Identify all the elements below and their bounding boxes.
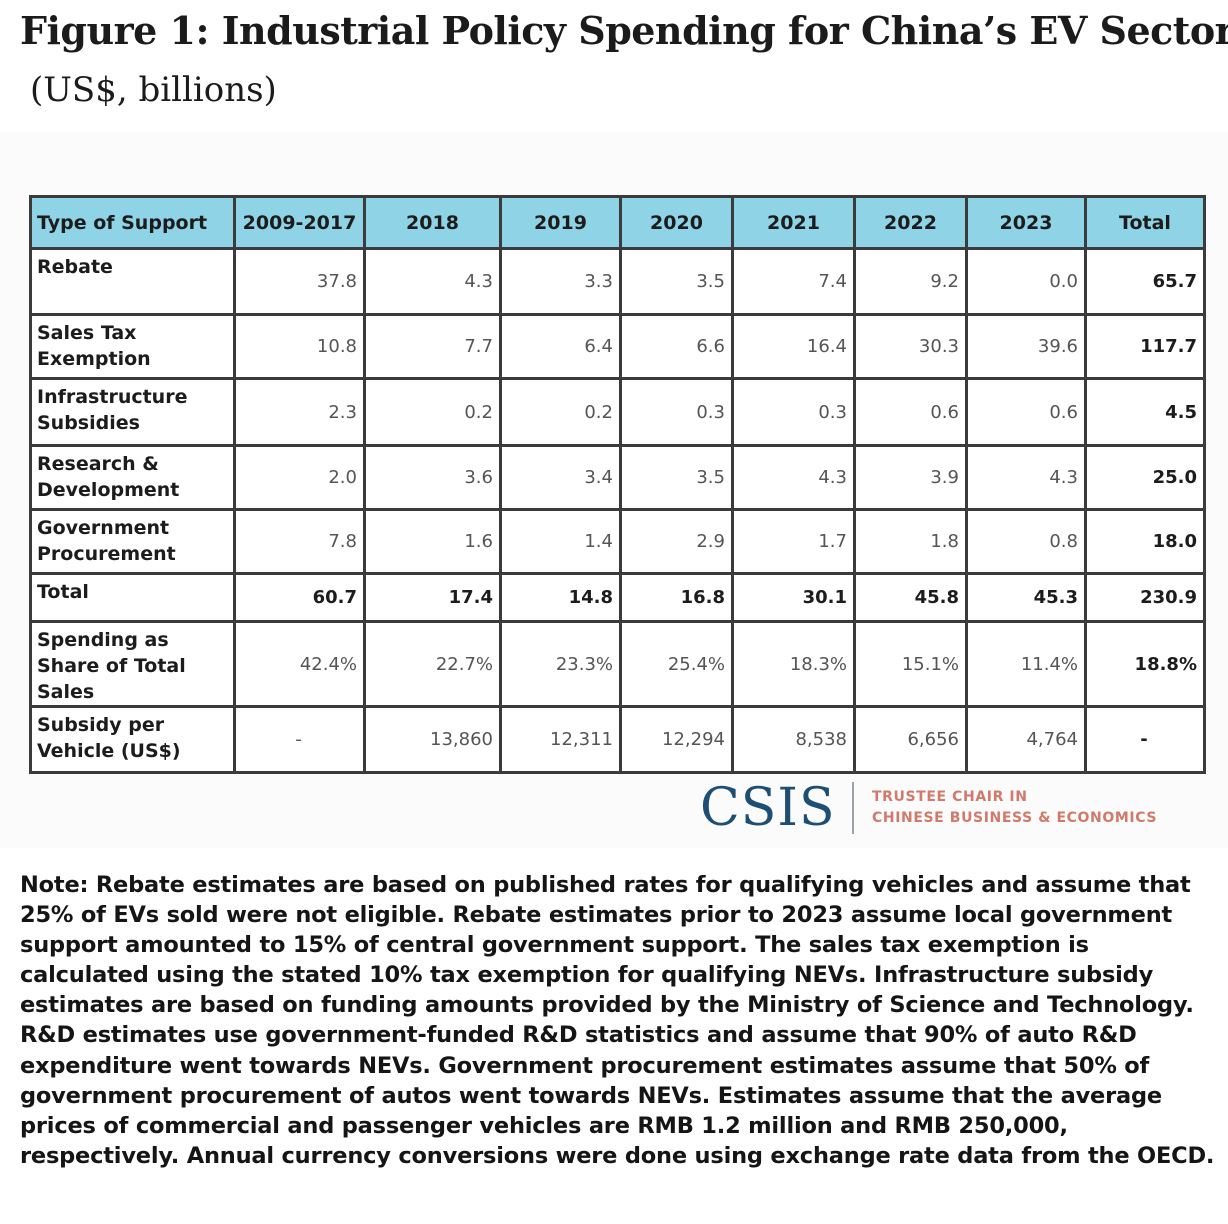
data-cell: 10.8: [233, 313, 366, 380]
column-header: 2021: [731, 195, 856, 250]
data-cell: 7.4: [731, 247, 856, 316]
data-cell: 6.6: [619, 313, 734, 380]
table-header-row: Type of Support 2009-2017 2018 2019 2020 2021…: [29, 195, 1206, 250]
data-cell: 2.9: [619, 508, 734, 575]
csis-wordmark: CSIS: [700, 778, 836, 838]
data-cell: 37.8: [233, 247, 366, 316]
data-cell: 1.7: [731, 508, 856, 575]
data-cell: 9.2: [853, 247, 968, 316]
data-cell: 1.6: [363, 508, 502, 575]
total-cell: -: [1084, 705, 1206, 774]
logo-tagline-2: CHINESE BUSINESS & ECONOMICS: [872, 810, 1158, 826]
data-cell: 7.7: [363, 313, 502, 380]
data-cell: 4.3: [965, 444, 1087, 511]
data-cell: 0.2: [363, 377, 502, 447]
data-cell: 42.4%: [233, 620, 366, 708]
row-label: Spending as Share of Total Sales: [29, 620, 236, 708]
logo-divider: [852, 782, 854, 834]
data-cell: 7.8: [233, 508, 366, 575]
data-cell: 12,294: [619, 705, 734, 774]
table-row: Infrastructure Subsidies 2.3 0.2 0.2 0.3 0.3 0…: [29, 377, 1206, 447]
data-cell: 4.3: [363, 247, 502, 316]
data-cell: 4,764: [965, 705, 1087, 774]
data-cell: 3.5: [619, 247, 734, 316]
data-cell: 45.3: [965, 572, 1087, 623]
column-header: Total: [1084, 195, 1206, 250]
table-row: Research & Development 2.0 3.6 3.4 3.5 4.3 3.9…: [29, 444, 1206, 511]
table-row: Sales Tax Exemption 10.8 7.7 6.4 6.6 16.4 30.3…: [29, 313, 1206, 380]
row-label: Total: [29, 572, 236, 623]
logo-tagline-1: TRUSTEE CHAIR IN: [872, 789, 1028, 805]
data-cell: 0.0: [965, 247, 1087, 316]
data-cell: 13,860: [363, 705, 502, 774]
column-header: 2022: [853, 195, 968, 250]
figure-title: Figure 1: Industrial Policy Spending for…: [20, 8, 1228, 53]
data-cell: 6,656: [853, 705, 968, 774]
table-row: Spending as Share of Total Sales 42.4% 22.…: [29, 620, 1206, 708]
data-cell: 3.3: [499, 247, 622, 316]
data-cell: 15.1%: [853, 620, 968, 708]
total-cell: 18.8%: [1084, 620, 1206, 708]
data-cell: 8,538: [731, 705, 856, 774]
data-cell: 3.6: [363, 444, 502, 511]
total-cell: 230.9: [1084, 572, 1206, 623]
total-cell: 117.7: [1084, 313, 1206, 380]
data-cell: 1.4: [499, 508, 622, 575]
column-header: 2009-2017: [233, 195, 366, 250]
data-cell: 0.6: [853, 377, 968, 447]
data-cell: 4.3: [731, 444, 856, 511]
table-row: Total 60.7 17.4 14.8 16.8 30.1 45.8 45.3 230.9: [29, 572, 1206, 623]
data-cell: 45.8: [853, 572, 968, 623]
data-cell: 2.3: [233, 377, 366, 447]
data-cell: 2.0: [233, 444, 366, 511]
data-cell: 3.9: [853, 444, 968, 511]
row-label: Infrastructure Subsidies: [29, 377, 236, 447]
table-body: Rebate 37.8 4.3 3.3 3.5 7.4 9.2 0.0 65.7 Sales Ta…: [29, 247, 1206, 774]
total-cell: 65.7: [1084, 247, 1206, 316]
data-cell: 16.4: [731, 313, 856, 380]
data-cell: 0.3: [619, 377, 734, 447]
data-cell: 0.3: [731, 377, 856, 447]
data-cell: -: [233, 705, 366, 774]
data-cell: 39.6: [965, 313, 1087, 380]
data-cell: 14.8: [499, 572, 622, 623]
data-cell: 16.8: [619, 572, 734, 623]
table-row: Rebate 37.8 4.3 3.3 3.5 7.4 9.2 0.0 65.7: [29, 247, 1206, 316]
data-cell: 0.6: [965, 377, 1087, 447]
data-cell: 25.4%: [619, 620, 734, 708]
spending-table: Type of Support 2009-2017 2018 2019 2020 2021…: [29, 195, 1206, 774]
data-cell: 0.2: [499, 377, 622, 447]
data-cell: 22.7%: [363, 620, 502, 708]
data-cell: 30.1: [731, 572, 856, 623]
total-cell: 4.5: [1084, 377, 1206, 447]
data-cell: 12,311: [499, 705, 622, 774]
data-cell: 11.4%: [965, 620, 1087, 708]
table-row: Subsidy per Vehicle (US$) -13,860 12,311 12…: [29, 705, 1206, 774]
data-cell: 6.4: [499, 313, 622, 380]
row-label: Sales Tax Exemption: [29, 313, 236, 380]
column-header: 2018: [363, 195, 502, 250]
total-cell: 25.0: [1084, 444, 1206, 511]
data-cell: 23.3%: [499, 620, 622, 708]
total-cell: 18.0: [1084, 508, 1206, 575]
data-cell: 17.4: [363, 572, 502, 623]
data-cell: 30.3: [853, 313, 968, 380]
data-cell: 0.8: [965, 508, 1087, 575]
column-header: Type of Support: [29, 195, 236, 250]
row-label: Government Procurement: [29, 508, 236, 575]
figure-subtitle: (US$, billions): [30, 70, 277, 110]
column-header: 2020: [619, 195, 734, 250]
data-cell: 3.5: [619, 444, 734, 511]
row-label: Subsidy per Vehicle (US$): [29, 705, 236, 774]
data-cell: 60.7: [233, 572, 366, 623]
data-cell: 3.4: [499, 444, 622, 511]
row-label: Rebate: [29, 247, 236, 316]
row-label: Research & Development: [29, 444, 236, 511]
table-row: Government Procurement 7.8 1.6 1.4 2.9 1.7 1.8…: [29, 508, 1206, 575]
data-cell: 18.3%: [731, 620, 856, 708]
figure-note: Note: Rebate estimates are based on publ…: [20, 872, 1215, 1169]
column-header: 2023: [965, 195, 1087, 250]
column-header: 2019: [499, 195, 622, 250]
data-cell: 1.8: [853, 508, 968, 575]
